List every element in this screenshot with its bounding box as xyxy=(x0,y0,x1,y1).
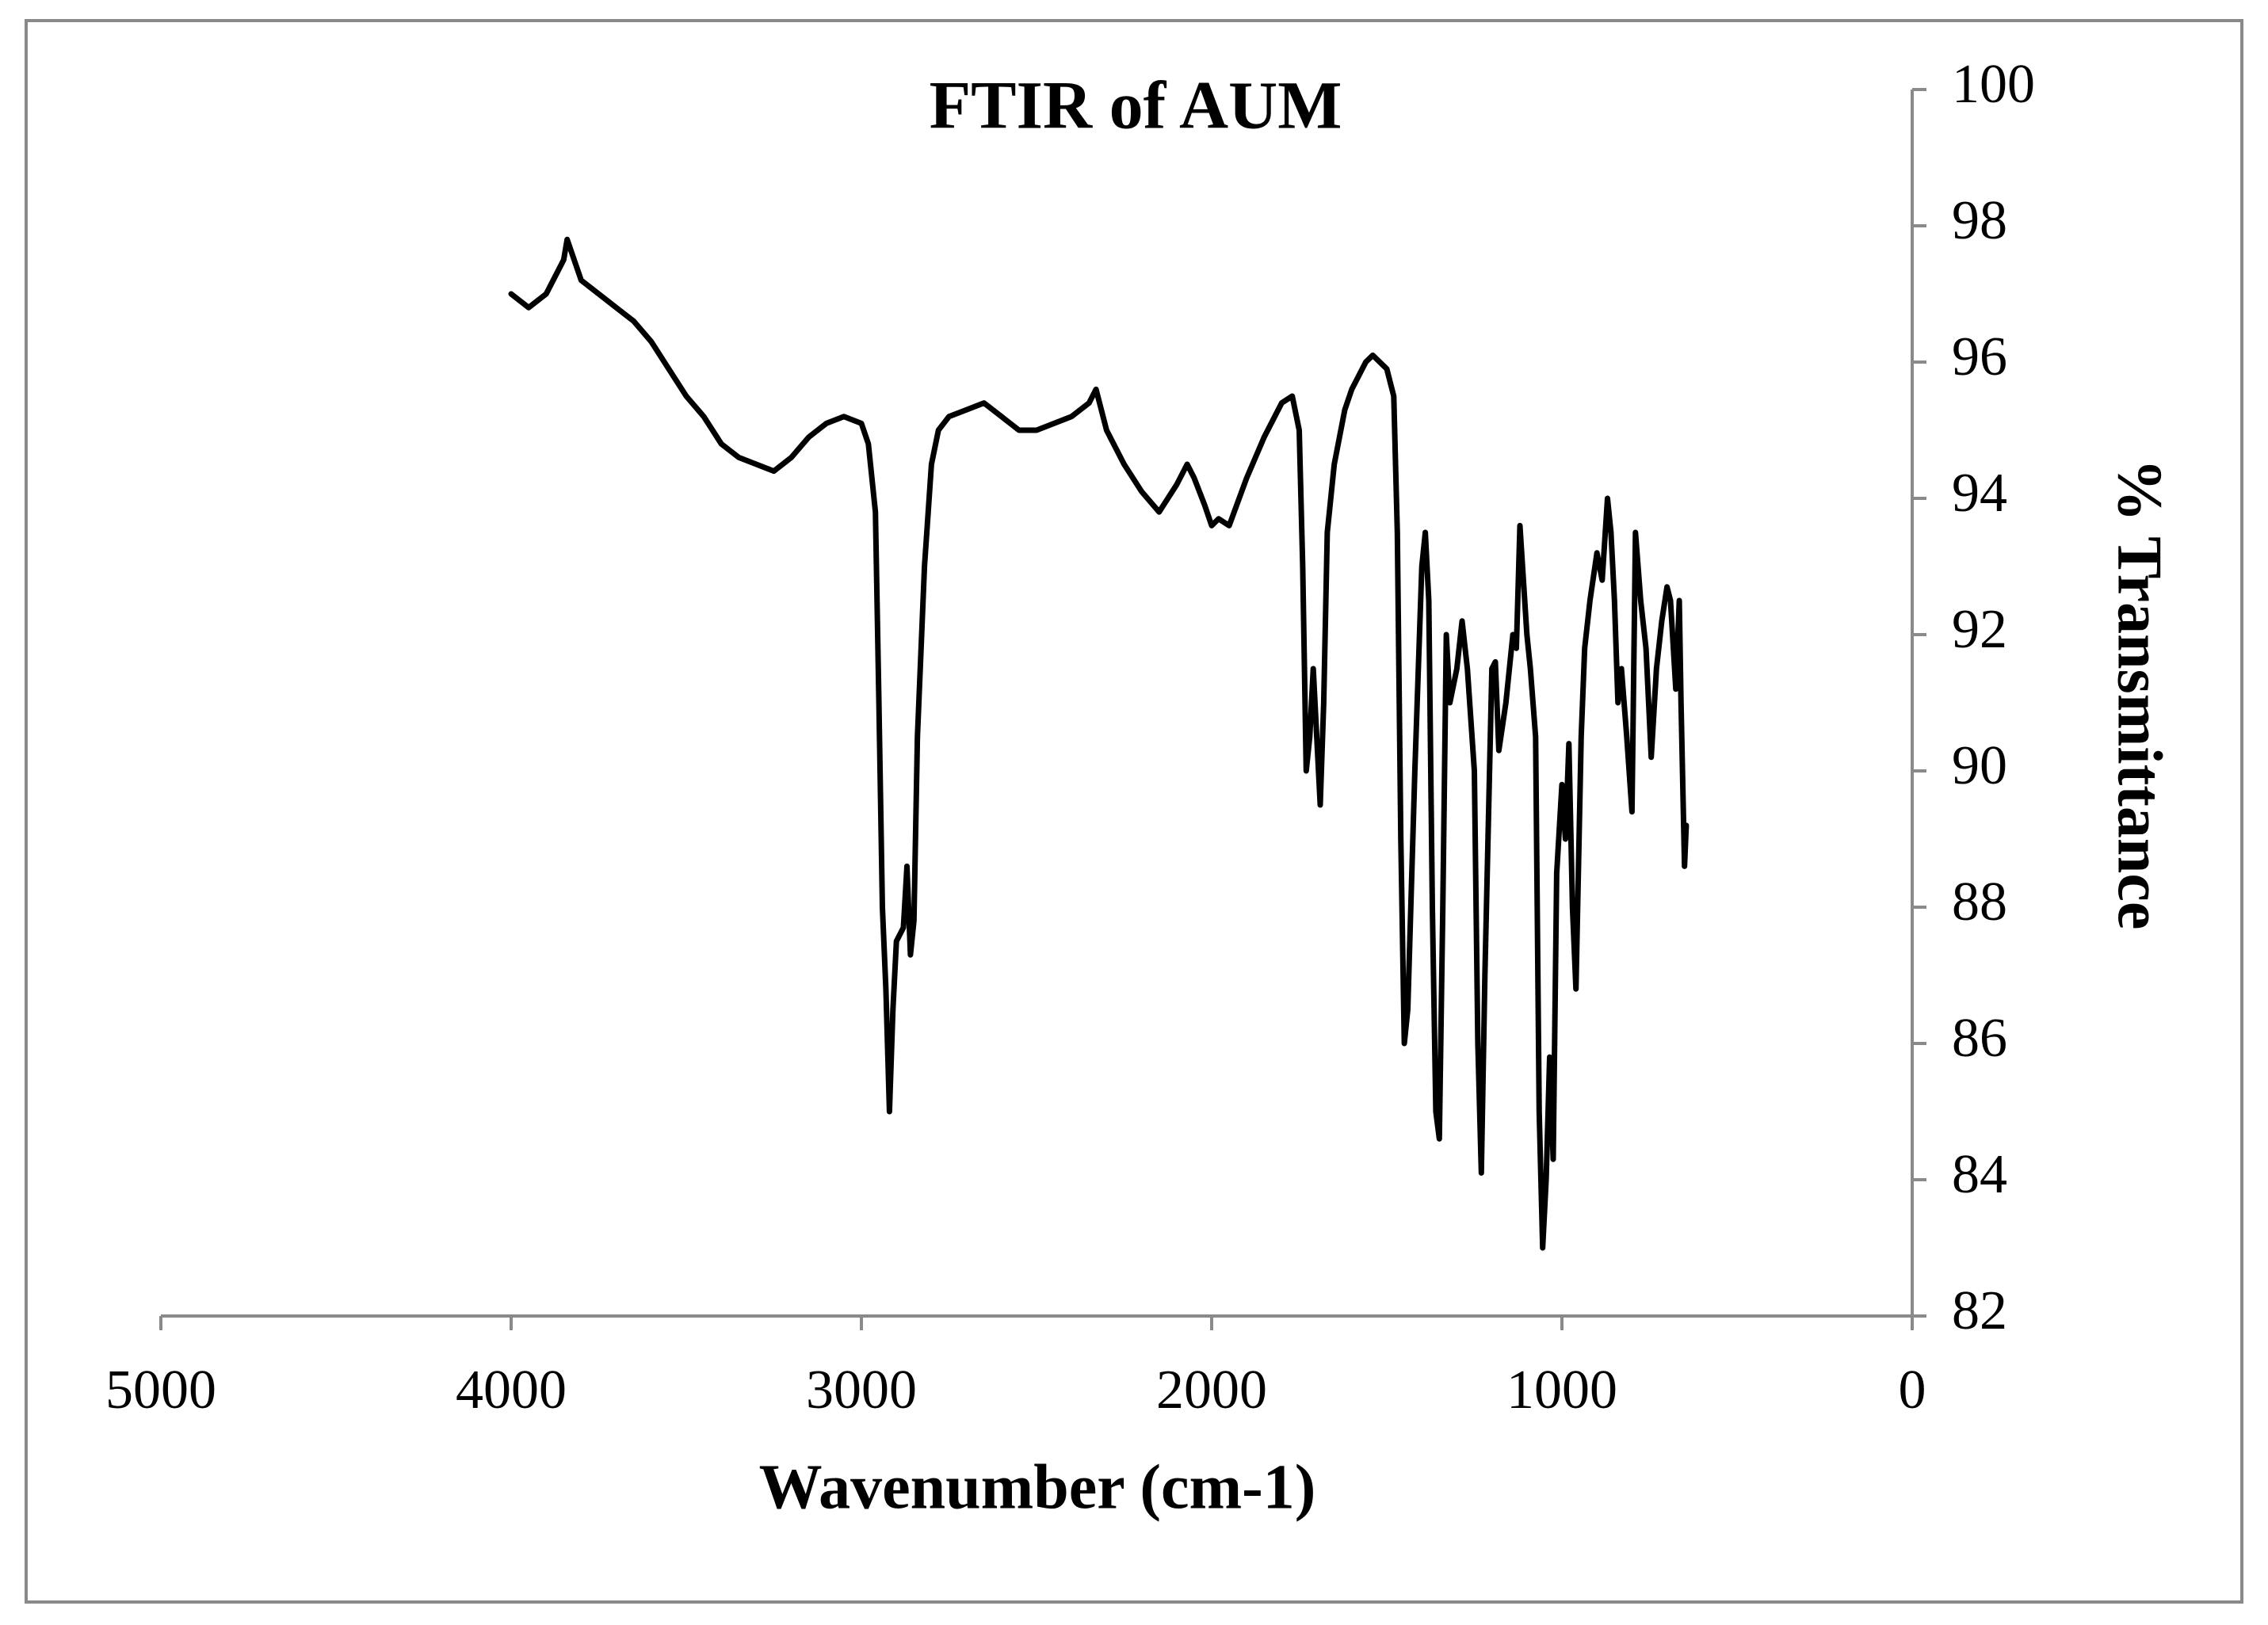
y-tick-label: 90 xyxy=(1952,735,2007,796)
x-axis-label: Wavenumber (cm-1) xyxy=(759,1452,1316,1522)
y-tick-label: 96 xyxy=(1952,326,2007,387)
x-tick-label: 5000 xyxy=(105,1360,216,1421)
y-tick-label: 92 xyxy=(1952,599,2007,660)
x-tick-label: 3000 xyxy=(806,1360,917,1421)
x-tick-label: 2000 xyxy=(1156,1360,1267,1421)
y-tick-label: 84 xyxy=(1952,1144,2007,1205)
y-tick-label: 98 xyxy=(1952,190,2007,251)
y-axis-label: % Transmittance xyxy=(2105,459,2174,930)
y-tick-label: 100 xyxy=(1952,54,2035,115)
y-tick-label: 82 xyxy=(1952,1280,2007,1341)
y-tick-label: 88 xyxy=(1952,872,2007,933)
y-tick-label: 86 xyxy=(1952,1008,2007,1069)
y-tick-label: 94 xyxy=(1952,463,2007,524)
chart-title: FTIR of AUM xyxy=(930,67,1342,143)
x-tick-label: 1000 xyxy=(1506,1360,1617,1421)
x-tick-label: 4000 xyxy=(456,1360,567,1421)
chart-border xyxy=(25,19,2243,1604)
spectrum-line xyxy=(508,236,1690,1251)
x-tick-label: 0 xyxy=(1899,1360,1926,1421)
